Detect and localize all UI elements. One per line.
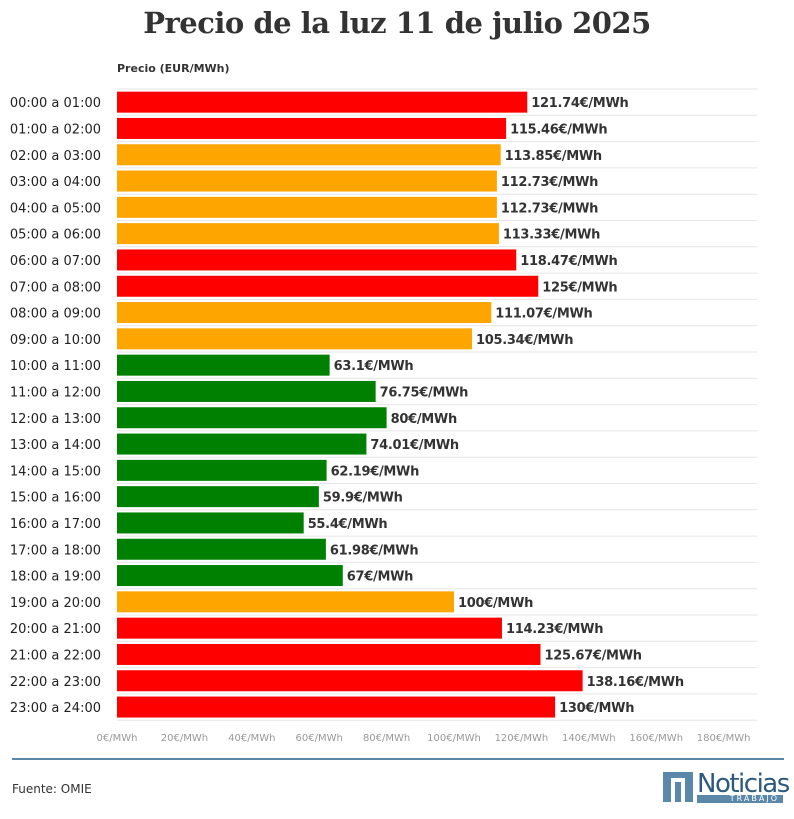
chart-title: Precio de la luz 11 de julio 2025 bbox=[143, 6, 651, 40]
bar bbox=[117, 696, 556, 718]
category-label: 15:00 a 16:00 bbox=[10, 491, 101, 506]
x-tick-label: 60€/MWh bbox=[296, 733, 343, 744]
category-label: 17:00 a 18:00 bbox=[10, 543, 101, 558]
category-label: 10:00 a 11:00 bbox=[10, 359, 101, 374]
category-label: 23:00 a 24:00 bbox=[10, 701, 101, 716]
bar bbox=[117, 617, 502, 639]
bar bbox=[117, 591, 454, 613]
category-label: 00:00 a 01:00 bbox=[10, 96, 101, 111]
value-label: 111.07€/MWh bbox=[495, 307, 592, 322]
bar bbox=[117, 486, 319, 508]
bar bbox=[117, 144, 501, 166]
value-label: 138.16€/MWh bbox=[587, 675, 684, 690]
bar-chart: Precio (EUR/MWh) 00:00 a 01:00 121.74€/MWh… bbox=[10, 62, 758, 744]
bar bbox=[117, 249, 517, 271]
bar bbox=[117, 196, 497, 218]
value-label: 74.01€/MWh bbox=[370, 438, 458, 453]
value-label: 112.73€/MWh bbox=[501, 201, 598, 216]
bar bbox=[117, 512, 304, 534]
category-label: 04:00 a 05:00 bbox=[10, 201, 101, 216]
x-tick-label: 100€/MWh bbox=[427, 733, 481, 744]
value-label: 63.1€/MWh bbox=[334, 359, 414, 374]
logo-tagline: TRABAJO bbox=[697, 794, 783, 803]
x-tick-label: 20€/MWh bbox=[161, 733, 208, 744]
category-label: 19:00 a 20:00 bbox=[10, 596, 101, 611]
noticias-trabajo-logo: Noticias TRABAJO bbox=[663, 769, 790, 804]
category-label: 05:00 a 06:00 bbox=[10, 228, 101, 243]
value-label: 55.4€/MWh bbox=[308, 517, 388, 532]
category-label: 09:00 a 10:00 bbox=[10, 333, 101, 348]
value-label: 121.74€/MWh bbox=[531, 96, 628, 111]
category-label: 01:00 a 02:00 bbox=[10, 122, 101, 137]
bar bbox=[117, 459, 327, 481]
bar bbox=[117, 380, 376, 402]
value-label: 113.33€/MWh bbox=[503, 228, 600, 243]
category-label: 20:00 a 21:00 bbox=[10, 622, 101, 637]
value-label: 113.85€/MWh bbox=[505, 149, 602, 164]
bar bbox=[117, 91, 528, 113]
value-label: 80€/MWh bbox=[391, 412, 457, 427]
category-label: 06:00 a 07:00 bbox=[10, 254, 101, 269]
value-label: 118.47€/MWh bbox=[520, 254, 617, 269]
logo-wordmark: Noticias bbox=[697, 769, 790, 799]
bar bbox=[117, 565, 343, 587]
value-label: 76.75€/MWh bbox=[380, 385, 468, 400]
category-label: 21:00 a 22:00 bbox=[10, 648, 101, 663]
x-tick-label: 160€/MWh bbox=[629, 733, 683, 744]
bar bbox=[117, 354, 330, 376]
bar bbox=[117, 643, 541, 665]
category-label: 11:00 a 12:00 bbox=[10, 385, 101, 400]
x-tick-label: 40€/MWh bbox=[228, 733, 275, 744]
category-label: 02:00 a 03:00 bbox=[10, 149, 101, 164]
footer-divider bbox=[12, 758, 784, 760]
value-label: 61.98€/MWh bbox=[330, 543, 418, 558]
x-tick-label: 180€/MWh bbox=[697, 733, 751, 744]
logo-tagline-text: TRABAJO bbox=[729, 794, 779, 803]
bar bbox=[117, 170, 497, 192]
category-label: 08:00 a 09:00 bbox=[10, 307, 101, 322]
value-label: 105.34€/MWh bbox=[476, 333, 573, 348]
value-label: 130€/MWh bbox=[559, 701, 634, 716]
bar bbox=[117, 223, 499, 245]
category-label: 16:00 a 17:00 bbox=[10, 517, 101, 532]
bar bbox=[117, 407, 387, 429]
bar bbox=[117, 117, 507, 139]
category-label: 14:00 a 15:00 bbox=[10, 464, 101, 479]
x-tick-label: 80€/MWh bbox=[363, 733, 410, 744]
value-label: 112.73€/MWh bbox=[501, 175, 598, 190]
bar bbox=[117, 433, 367, 455]
category-label: 07:00 a 08:00 bbox=[10, 280, 101, 295]
x-tick-label: 0€/MWh bbox=[97, 733, 138, 744]
category-label: 03:00 a 04:00 bbox=[10, 175, 101, 190]
axis-title: Precio (EUR/MWh) bbox=[117, 62, 230, 75]
value-label: 115.46€/MWh bbox=[510, 122, 607, 137]
bar bbox=[117, 670, 583, 692]
source-note: Fuente: OMIE bbox=[12, 782, 92, 796]
category-label: 22:00 a 23:00 bbox=[10, 675, 101, 690]
bar bbox=[117, 328, 472, 350]
bar bbox=[117, 538, 326, 560]
bar bbox=[117, 275, 539, 297]
bar bbox=[117, 302, 492, 324]
value-label: 67€/MWh bbox=[347, 570, 413, 585]
x-tick-label: 120€/MWh bbox=[495, 733, 549, 744]
value-label: 59.9€/MWh bbox=[323, 491, 403, 506]
category-label: 12:00 a 13:00 bbox=[10, 412, 101, 427]
category-label: 13:00 a 14:00 bbox=[10, 438, 101, 453]
category-label: 18:00 a 19:00 bbox=[10, 570, 101, 585]
value-label: 62.19€/MWh bbox=[331, 464, 419, 479]
logo-n-icon bbox=[663, 772, 693, 802]
x-tick-label: 140€/MWh bbox=[562, 733, 616, 744]
value-label: 100€/MWh bbox=[458, 596, 533, 611]
value-label: 125.67€/MWh bbox=[545, 648, 642, 663]
value-label: 114.23€/MWh bbox=[506, 622, 603, 637]
value-label: 125€/MWh bbox=[542, 280, 617, 295]
